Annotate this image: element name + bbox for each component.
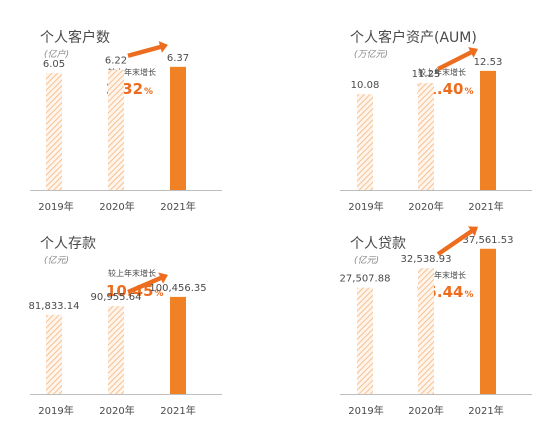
- value-label: 90,955.64: [91, 292, 142, 303]
- bar: [108, 306, 124, 394]
- value-label: 6.22: [105, 56, 127, 67]
- x-tick-label: 2021年: [160, 200, 195, 213]
- chart-panel-deposits: 个人存款 (亿元) 较上年末增长 10.45% 81,833.1490,955.…: [29, 236, 222, 417]
- panel-title: 个人客户资产(AUM): [350, 29, 477, 46]
- bar-highlight: [170, 296, 186, 394]
- panel-title: 个人存款: [40, 236, 96, 252]
- bar: [357, 94, 373, 190]
- x-tick-label: 2020年: [99, 200, 134, 213]
- x-tick-label: 2020年: [99, 404, 134, 417]
- bar-highlight: [170, 66, 186, 190]
- value-label: 100,456.35: [149, 283, 206, 294]
- growth-caption: 较上年末增长: [418, 67, 466, 77]
- bar: [357, 287, 373, 394]
- bar: [418, 83, 434, 190]
- value-label: 12.53: [474, 57, 503, 68]
- growth-arrow: [127, 41, 168, 58]
- bar: [46, 73, 62, 190]
- panel-title: 个人贷款: [350, 236, 406, 252]
- panel-unit: (万亿元): [354, 49, 388, 60]
- panel-unit: (亿户): [44, 49, 69, 60]
- bar: [108, 69, 124, 190]
- value-label: 6.37: [167, 53, 189, 64]
- value-label: 11.25: [412, 69, 441, 80]
- growth-unit: %: [144, 87, 153, 97]
- growth-arrow: [436, 226, 478, 256]
- x-tick-label: 2021年: [160, 404, 195, 417]
- chart-panel-loans: 个人贷款 (亿元) 较上年末增长 15.44% 27,507.8832,538.…: [340, 226, 532, 417]
- bar: [418, 268, 434, 394]
- x-tick-label: 2021年: [468, 200, 503, 213]
- x-tick-label: 2021年: [468, 404, 503, 417]
- x-tick-label: 2020年: [408, 404, 443, 417]
- growth-unit: %: [464, 290, 473, 300]
- growth-unit: %: [464, 87, 473, 97]
- x-tick-label: 2020年: [408, 200, 443, 213]
- growth-arrow: [437, 47, 478, 71]
- bar: [46, 314, 62, 394]
- value-label: 27,507.88: [340, 274, 391, 285]
- panel-title: 个人客户数: [40, 29, 110, 46]
- growth-arrow: [127, 272, 168, 295]
- growth-caption: 较上年末增长: [108, 268, 156, 278]
- value-label: 6.05: [43, 59, 65, 70]
- chart-panel-customers: 个人客户数 (亿户) 较上年末增长 2.32% 6.05 6.22 6.37 201…: [30, 29, 222, 213]
- bar-highlight: [480, 70, 496, 190]
- x-tick-label: 2019年: [38, 404, 73, 417]
- panel-unit: (亿元): [44, 255, 69, 266]
- bar-highlight: [480, 248, 496, 394]
- panel-unit: (亿元): [354, 255, 379, 266]
- chart-panel-aum: 个人客户资产(AUM) (万亿元) 较上年末增长 11.40% 10.0811.…: [340, 29, 532, 213]
- x-tick-label: 2019年: [348, 404, 383, 417]
- value-label: 37,561.53: [463, 235, 514, 246]
- x-tick-label: 2019年: [38, 200, 73, 213]
- value-label: 32,538.93: [401, 254, 452, 265]
- growth-caption: 较上年末增长: [418, 270, 466, 280]
- value-label: 10.08: [351, 80, 380, 91]
- growth-caption: 较上年末增长: [108, 67, 156, 77]
- x-tick-label: 2019年: [348, 200, 383, 213]
- growth-unit: %: [154, 289, 163, 299]
- value-label: 81,833.14: [29, 301, 80, 312]
